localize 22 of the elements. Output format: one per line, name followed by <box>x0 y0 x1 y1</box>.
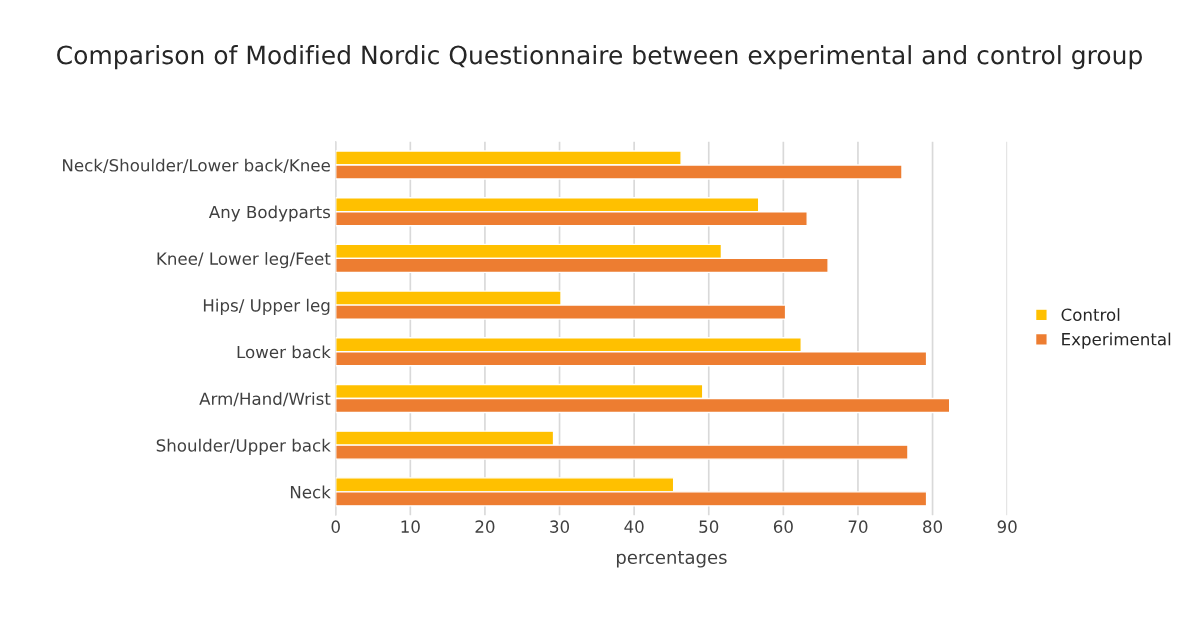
legend-label: Experimental <box>1062 332 1171 349</box>
x-tick-label: 70 <box>848 520 868 533</box>
legend-label: Control <box>1061 308 1120 322</box>
y-tick-label: Shoulder/Upper back <box>156 438 331 455</box>
x-tick-label: 60 <box>773 520 793 533</box>
chart-title: Comparison of Modified Nordic Questionnaire between experimental and control group <box>57 45 1142 70</box>
y-tick-label: Knee/ Lower leg/Feet <box>157 252 331 269</box>
y-tick-label: Hips/ Upper leg <box>203 298 330 315</box>
y-tick-label: Lower back <box>237 345 331 359</box>
x-tick-label: 40 <box>624 520 644 533</box>
x-tick-label: 90 <box>997 520 1017 533</box>
x-tick-label: 30 <box>550 520 570 533</box>
y-tick-label: Any Bodyparts <box>208 205 331 222</box>
y-tick-label: Neck/Shoulder/Lower back/Knee <box>63 158 330 173</box>
x-axis-title: percentages <box>616 551 727 568</box>
x-tick-label: 10 <box>401 520 420 533</box>
x-tick-label: 80 <box>923 520 943 533</box>
y-tick-label: Neck <box>290 485 331 499</box>
x-tick-label: 50 <box>699 520 719 533</box>
y-tick-label: Arm/Hand/Wrist <box>199 392 331 407</box>
x-tick-label: 0 <box>331 520 340 533</box>
x-tick-label: 20 <box>475 520 495 533</box>
